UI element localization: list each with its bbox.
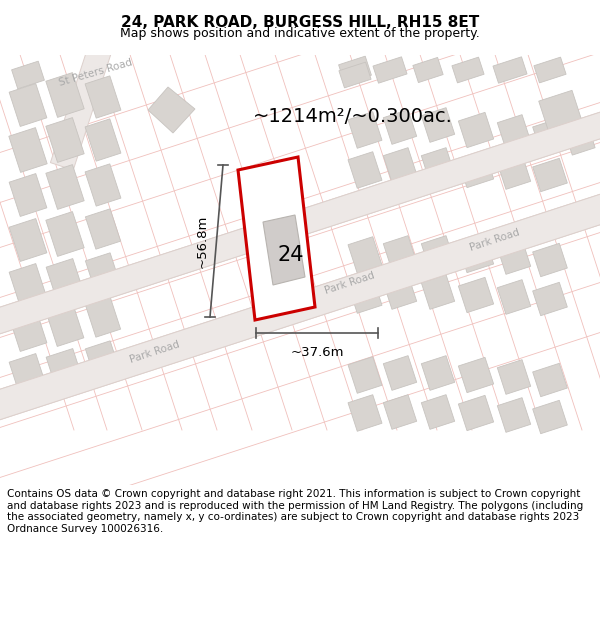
Text: Park Road: Park Road — [469, 228, 521, 253]
Polygon shape — [373, 57, 407, 83]
Polygon shape — [348, 395, 382, 431]
Polygon shape — [46, 212, 84, 256]
Polygon shape — [46, 72, 84, 118]
Polygon shape — [85, 297, 121, 337]
Polygon shape — [46, 164, 84, 209]
Polygon shape — [533, 243, 568, 277]
Polygon shape — [458, 357, 494, 392]
Polygon shape — [348, 277, 382, 313]
Text: 24: 24 — [278, 245, 304, 265]
Polygon shape — [565, 125, 595, 155]
Polygon shape — [533, 118, 568, 152]
Polygon shape — [421, 356, 455, 391]
Polygon shape — [458, 278, 494, 312]
Polygon shape — [458, 152, 494, 188]
Polygon shape — [9, 127, 47, 172]
Polygon shape — [421, 148, 455, 182]
Text: St Peters Road: St Peters Road — [58, 58, 134, 88]
Polygon shape — [383, 394, 416, 429]
Polygon shape — [263, 215, 305, 285]
Polygon shape — [50, 20, 119, 170]
Polygon shape — [421, 236, 455, 271]
Polygon shape — [46, 118, 84, 162]
Polygon shape — [383, 274, 416, 309]
Polygon shape — [9, 84, 47, 126]
Polygon shape — [534, 57, 566, 83]
Polygon shape — [9, 309, 47, 351]
Polygon shape — [339, 62, 371, 88]
Polygon shape — [85, 164, 121, 206]
Polygon shape — [85, 209, 121, 249]
Polygon shape — [348, 152, 382, 188]
Polygon shape — [383, 236, 416, 271]
Polygon shape — [383, 148, 416, 182]
Polygon shape — [348, 237, 382, 273]
Polygon shape — [348, 357, 382, 393]
Polygon shape — [85, 119, 121, 161]
Polygon shape — [148, 87, 195, 133]
Polygon shape — [383, 356, 416, 391]
Polygon shape — [9, 354, 47, 396]
Polygon shape — [85, 76, 121, 118]
Polygon shape — [497, 154, 530, 189]
Polygon shape — [458, 238, 494, 272]
Polygon shape — [421, 107, 455, 142]
Polygon shape — [348, 112, 382, 148]
Polygon shape — [0, 96, 600, 350]
Polygon shape — [497, 279, 530, 314]
Polygon shape — [0, 178, 600, 436]
Polygon shape — [9, 174, 47, 216]
Polygon shape — [421, 394, 455, 429]
Polygon shape — [497, 114, 530, 149]
Text: ~1214m²/~0.300ac.: ~1214m²/~0.300ac. — [253, 107, 453, 126]
Polygon shape — [46, 304, 84, 346]
Polygon shape — [452, 57, 484, 83]
Polygon shape — [238, 157, 315, 320]
Polygon shape — [497, 359, 530, 394]
Text: ~37.6m: ~37.6m — [290, 346, 344, 359]
Polygon shape — [458, 112, 494, 148]
Polygon shape — [458, 396, 494, 431]
Text: ~56.8m: ~56.8m — [196, 214, 209, 268]
Polygon shape — [85, 341, 121, 381]
Polygon shape — [533, 400, 568, 434]
Text: Contains OS data © Crown copyright and database right 2021. This information is : Contains OS data © Crown copyright and d… — [7, 489, 583, 534]
Polygon shape — [9, 219, 47, 261]
Polygon shape — [533, 158, 568, 192]
Polygon shape — [85, 253, 121, 293]
Polygon shape — [497, 239, 530, 274]
Polygon shape — [46, 349, 84, 391]
Polygon shape — [497, 398, 530, 432]
Text: Park Road: Park Road — [324, 270, 376, 296]
Polygon shape — [533, 363, 568, 397]
Polygon shape — [9, 264, 47, 306]
Polygon shape — [493, 57, 527, 83]
Text: Map shows position and indicative extent of the property.: Map shows position and indicative extent… — [120, 27, 480, 39]
Polygon shape — [383, 109, 416, 144]
Polygon shape — [0, 178, 600, 436]
Polygon shape — [539, 91, 581, 129]
Polygon shape — [46, 259, 84, 301]
Polygon shape — [338, 56, 371, 84]
Polygon shape — [0, 96, 600, 350]
Polygon shape — [413, 58, 443, 82]
Polygon shape — [11, 61, 44, 89]
Text: Park Road: Park Road — [129, 339, 181, 365]
Polygon shape — [421, 274, 455, 309]
Text: 24, PARK ROAD, BURGESS HILL, RH15 8ET: 24, PARK ROAD, BURGESS HILL, RH15 8ET — [121, 16, 479, 31]
Polygon shape — [533, 282, 568, 316]
